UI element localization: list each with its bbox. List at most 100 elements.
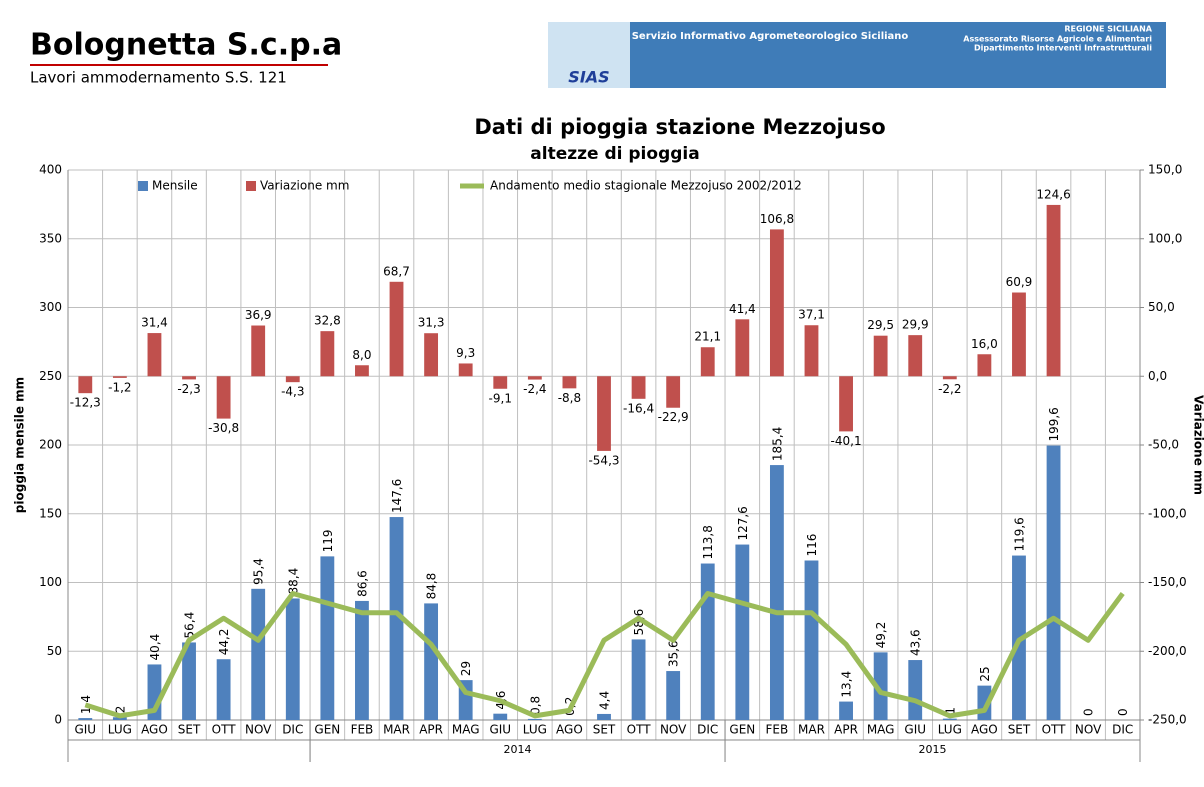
bar <box>839 701 853 720</box>
bar <box>527 718 542 720</box>
data-label: 60,9 <box>1006 275 1033 289</box>
y-tick-label: 400 <box>39 163 62 177</box>
bar <box>908 335 923 377</box>
data-label: 127,6 <box>736 506 750 540</box>
data-label: 29 <box>459 661 473 676</box>
banner-dept2: Dipartimento Interventi Infrastrutturali <box>974 44 1152 53</box>
bar <box>355 365 369 377</box>
data-label: -2,2 <box>938 382 961 396</box>
y-tick-label: 200 <box>39 438 62 452</box>
banner-region: REGIONE SICILIANA <box>1064 25 1152 34</box>
x-tick-label: MAG <box>452 723 480 737</box>
data-label: -54,3 <box>588 453 619 467</box>
data-label: -1,2 <box>108 380 131 394</box>
bar <box>285 598 300 720</box>
banner-logo-box <box>548 22 630 88</box>
data-label: -2,4 <box>523 382 546 396</box>
data-label: 106,8 <box>760 212 794 226</box>
data-label: -4,3 <box>281 385 304 399</box>
data-label: -30,8 <box>208 421 239 435</box>
y-tick-label: 300 <box>39 300 62 314</box>
bar <box>666 376 681 408</box>
y-tick-label: 150 <box>39 506 62 520</box>
data-label: 32,8 <box>314 314 341 328</box>
bar <box>389 517 404 720</box>
company-title: Bolognetta S.c.p.a <box>30 28 342 63</box>
data-label: 44,2 <box>217 629 231 656</box>
bar <box>804 325 819 377</box>
y2-tick-label: 150,0 <box>1148 163 1182 177</box>
bar <box>839 376 853 432</box>
data-label: -9,1 <box>489 391 512 405</box>
y2-tick-label: -250,0 <box>1148 713 1187 727</box>
bar <box>112 376 127 378</box>
x-tick-label: GIU <box>489 723 511 737</box>
bar <box>320 331 335 377</box>
y-axis-label: pioggia mensile mm <box>13 377 27 513</box>
x-tick-label: FEB <box>766 723 789 737</box>
x-tick-label: SET <box>1008 723 1031 737</box>
bar <box>112 717 127 720</box>
bar <box>424 333 439 377</box>
x-tick-label: APR <box>834 723 858 737</box>
y2-tick-label: -200,0 <box>1148 644 1187 658</box>
bar <box>735 544 750 720</box>
bar <box>493 376 508 389</box>
group-label: 2015 <box>919 743 947 756</box>
bar <box>597 713 611 720</box>
bar <box>1012 292 1026 377</box>
data-label: 58,6 <box>632 609 646 636</box>
x-tick-label: APR <box>419 723 443 737</box>
bar <box>1046 445 1061 720</box>
bar <box>769 229 784 377</box>
legend-swatch <box>246 181 256 191</box>
bar <box>458 363 473 377</box>
banner-service: Servizio Informativo Agrometeorologico S… <box>632 31 909 42</box>
data-label: 4,4 <box>598 691 612 710</box>
x-tick-label: SET <box>178 723 201 737</box>
bar <box>700 347 715 377</box>
data-label: -16,4 <box>623 401 654 415</box>
x-tick-label: OTT <box>1042 723 1067 737</box>
data-label: 13,4 <box>840 671 854 698</box>
data-label: 35,6 <box>667 640 681 667</box>
data-label: 9,3 <box>456 346 475 360</box>
bar <box>182 642 196 720</box>
x-tick-label: GEN <box>314 723 340 737</box>
bar <box>147 333 162 377</box>
bar <box>873 335 888 377</box>
data-label: 147,6 <box>390 479 404 513</box>
x-tick-label: LUG <box>523 723 547 737</box>
data-label: 86,6 <box>355 570 369 597</box>
bar <box>769 465 784 720</box>
y-tick-label: 250 <box>39 369 62 383</box>
y-tick-label: 50 <box>47 644 62 658</box>
data-label: -2,3 <box>177 382 200 396</box>
x-tick-label: OTT <box>627 723 652 737</box>
data-label: 113,8 <box>701 525 715 559</box>
data-label: 56,4 <box>183 612 197 639</box>
bar <box>804 560 819 720</box>
bar <box>631 639 646 720</box>
bar <box>908 660 923 720</box>
data-label: 2 <box>113 706 127 714</box>
bar <box>735 319 750 377</box>
data-label: 49,2 <box>874 622 888 649</box>
x-tick-label: MAR <box>383 723 410 737</box>
legend-label: Andamento medio stagionale Mezzojuso 200… <box>490 179 802 193</box>
bar <box>285 376 300 383</box>
bar <box>216 376 231 419</box>
data-label: -8,8 <box>558 391 581 405</box>
data-label: 116 <box>805 534 819 557</box>
bar <box>78 718 93 720</box>
bar <box>873 652 888 720</box>
data-label: 84,8 <box>425 573 439 600</box>
data-label: 31,3 <box>418 316 445 330</box>
x-tick-label: GIU <box>904 723 926 737</box>
data-label: -40,1 <box>831 434 862 448</box>
x-tick-label: NOV <box>245 723 272 737</box>
x-tick-label: MAR <box>798 723 825 737</box>
data-label: 199,6 <box>1047 407 1061 441</box>
data-label: 29,5 <box>867 318 894 332</box>
